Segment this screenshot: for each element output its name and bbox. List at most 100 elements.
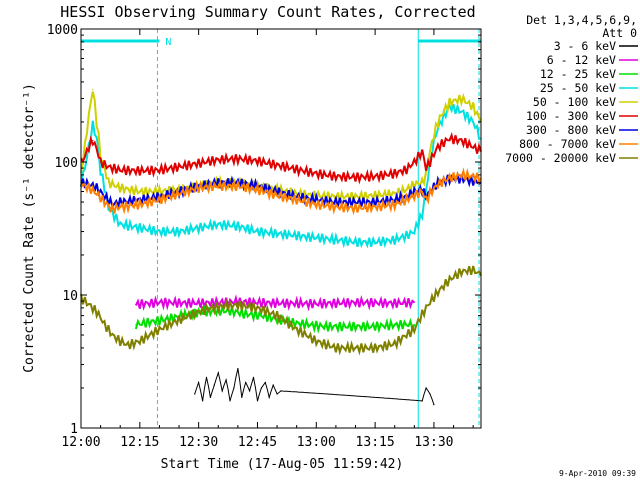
- data-point-4-8: [139, 190, 141, 193]
- data-point-2-6: [229, 310, 231, 312]
- data-point-3-29: [460, 110, 462, 112]
- data-point-0-7: [221, 390, 223, 392]
- x-tick-label-0: 12:00: [61, 435, 100, 450]
- data-point-7-15: [315, 203, 317, 205]
- data-point-8-19: [374, 347, 376, 349]
- plot-area: N: [80, 29, 482, 428]
- series-line-8: [80, 265, 482, 356]
- data-point-0-12: [241, 396, 243, 398]
- data-point-3-16: [296, 234, 298, 237]
- y-tick-label-2: 100: [55, 156, 78, 171]
- data-point-0-25: [429, 393, 431, 395]
- data-point-2-10: [292, 322, 294, 324]
- data-point-0-3: [205, 376, 208, 378]
- data-point-5-10: [178, 166, 180, 168]
- data-point-5-4: [96, 148, 98, 150]
- data-point-4-15: [276, 189, 278, 191]
- data-point-5-13: [237, 158, 239, 160]
- data-point-2-14: [354, 325, 357, 328]
- data-point-5-14: [256, 160, 259, 162]
- footer-stamp: 9-Apr-2010 09:39: [559, 469, 636, 478]
- data-point-5-27: [437, 146, 439, 148]
- data-point-4-22: [405, 189, 408, 191]
- data-point-8-3: [103, 323, 106, 326]
- data-point-8-20: [394, 343, 396, 345]
- series-line-4: [80, 91, 482, 205]
- series-line-5: [80, 131, 482, 185]
- data-point-2-1: [151, 321, 153, 323]
- data-point-7-8: [178, 192, 180, 195]
- data-point-3-9: [158, 230, 160, 233]
- data-point-8-9: [178, 319, 180, 321]
- data-point-8-11: [217, 305, 219, 308]
- data-point-3-21: [394, 239, 396, 241]
- data-point-0-13: [245, 381, 247, 384]
- data-point-1-3: [237, 301, 239, 303]
- data-point-6-16: [335, 201, 337, 203]
- data-point-8-2: [96, 311, 98, 313]
- data-point-0-6: [217, 372, 219, 374]
- legend-label-3: 25 - 50 keV: [540, 81, 616, 95]
- data-point-3-18: [335, 239, 337, 241]
- data-point-2-11: [307, 323, 310, 326]
- data-point-7-1: [88, 187, 90, 189]
- data-point-2-18: [413, 323, 415, 326]
- data-point-7-18: [374, 206, 376, 208]
- data-point-8-23: [437, 291, 439, 293]
- data-point-7-27: [460, 174, 462, 176]
- data-point-0-16: [256, 400, 259, 402]
- data-point-0-0: [194, 393, 196, 395]
- data-point-3-28: [449, 106, 451, 108]
- data-point-5-8: [139, 170, 141, 172]
- data-point-6-19: [394, 199, 396, 201]
- data-point-0-18: [264, 381, 266, 384]
- data-point-8-17: [335, 347, 337, 349]
- data-point-0-23: [421, 400, 423, 402]
- y-tick-label-0: 1: [70, 422, 78, 437]
- data-point-1-0: [135, 303, 137, 305]
- data-point-0-4: [209, 396, 211, 398]
- data-point-1-1: [158, 301, 160, 303]
- data-point-7-14: [296, 199, 298, 201]
- data-point-4-7: [119, 187, 121, 189]
- data-point-7-17: [354, 207, 357, 209]
- x-tick-label-1: 12:15: [120, 435, 159, 450]
- data-point-7-7: [158, 199, 160, 201]
- x-tick-label-4: 13:00: [297, 435, 336, 450]
- data-point-3-24: [421, 214, 423, 216]
- data-point-0-1: [198, 381, 200, 384]
- data-point-7-23: [425, 199, 427, 201]
- data-point-7-19: [394, 203, 396, 205]
- data-point-8-25: [460, 271, 462, 273]
- data-point-1-2: [198, 302, 200, 304]
- data-point-0-10: [233, 387, 235, 389]
- data-point-7-21: [413, 194, 415, 197]
- data-point-4-6: [107, 182, 110, 184]
- data-point-2-8: [260, 315, 262, 317]
- data-point-4-1: [84, 146, 86, 148]
- data-point-6-8: [178, 190, 180, 193]
- data-point-7-12: [256, 189, 259, 191]
- legend-header-line-1: Det 1,3,4,5,6,9,: [526, 13, 637, 27]
- data-point-3-13: [237, 225, 239, 227]
- data-point-3-4: [96, 138, 98, 140]
- data-point-8-15: [296, 328, 298, 331]
- data-point-0-11: [237, 367, 239, 370]
- legend-header-line-2: Att 0: [602, 26, 637, 40]
- legend-label-4: 50 - 100 keV: [533, 95, 616, 109]
- data-point-7-3: [103, 201, 106, 203]
- data-point-6-14: [296, 195, 298, 198]
- data-point-5-25: [425, 167, 427, 169]
- data-point-0-5: [213, 384, 215, 386]
- data-point-7-11: [237, 185, 239, 187]
- data-point-3-25: [425, 190, 427, 193]
- data-point-3-12: [217, 223, 219, 225]
- data-point-5-18: [335, 175, 337, 177]
- data-point-5-19: [354, 176, 357, 178]
- plot-frame: [80, 28, 482, 429]
- data-point-2-17: [402, 323, 404, 326]
- data-point-4-26: [429, 150, 431, 153]
- data-point-3-15: [276, 232, 278, 235]
- data-point-4-3: [92, 89, 94, 91]
